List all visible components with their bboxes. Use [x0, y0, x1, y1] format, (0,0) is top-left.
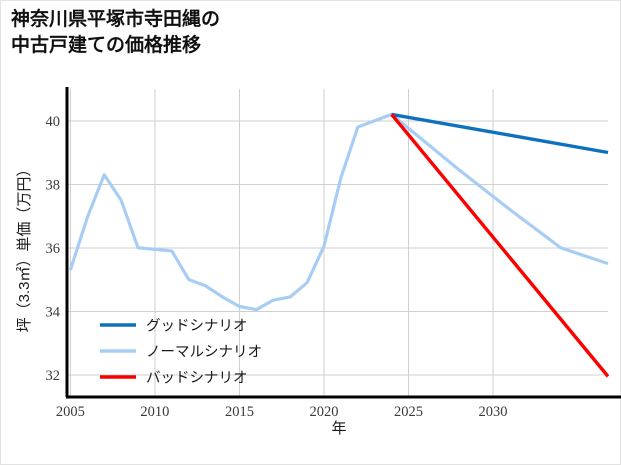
series-line-2 — [391, 112, 609, 155]
gridlines — [67, 89, 608, 397]
axis-spines — [65, 87, 621, 399]
y-tick-label: 32 — [46, 368, 61, 384]
series-line-3 — [390, 113, 610, 378]
x-tick-label: 2020 — [309, 404, 338, 420]
legend-label-3: バッドシナリオ — [146, 371, 248, 387]
y-axis-title: 坪（3.3㎡）単価（万円） — [16, 162, 33, 333]
y-tick-label: 34 — [46, 304, 61, 320]
y-tick-label: 38 — [46, 177, 61, 193]
x-tick-label: 2025 — [394, 404, 423, 420]
x-tick-label: 2030 — [479, 404, 508, 420]
legend-label-2: ノーマルシナリオ — [146, 345, 262, 361]
x-axis-tick-labels: 2005 2010 2015 2020 2025 2030 — [56, 404, 508, 420]
x-tick-label: 2005 — [56, 404, 85, 420]
series-line-1 — [68, 112, 609, 312]
y-tick-label: 40 — [46, 114, 61, 130]
y-axis-tick-labels: 32 34 36 38 40 — [46, 114, 61, 384]
data-series-group — [68, 112, 610, 378]
chart-title: 神奈川県平塚市寺田縄の 中古戸建ての価格推移 — [11, 9, 221, 56]
legend-label-1: グッドシナリオ — [146, 318, 248, 335]
x-axis-title: 年 — [331, 420, 346, 437]
x-tick-label: 2010 — [140, 404, 169, 420]
y-tick-label: 36 — [46, 241, 61, 257]
x-tick-label: 2015 — [225, 404, 254, 420]
